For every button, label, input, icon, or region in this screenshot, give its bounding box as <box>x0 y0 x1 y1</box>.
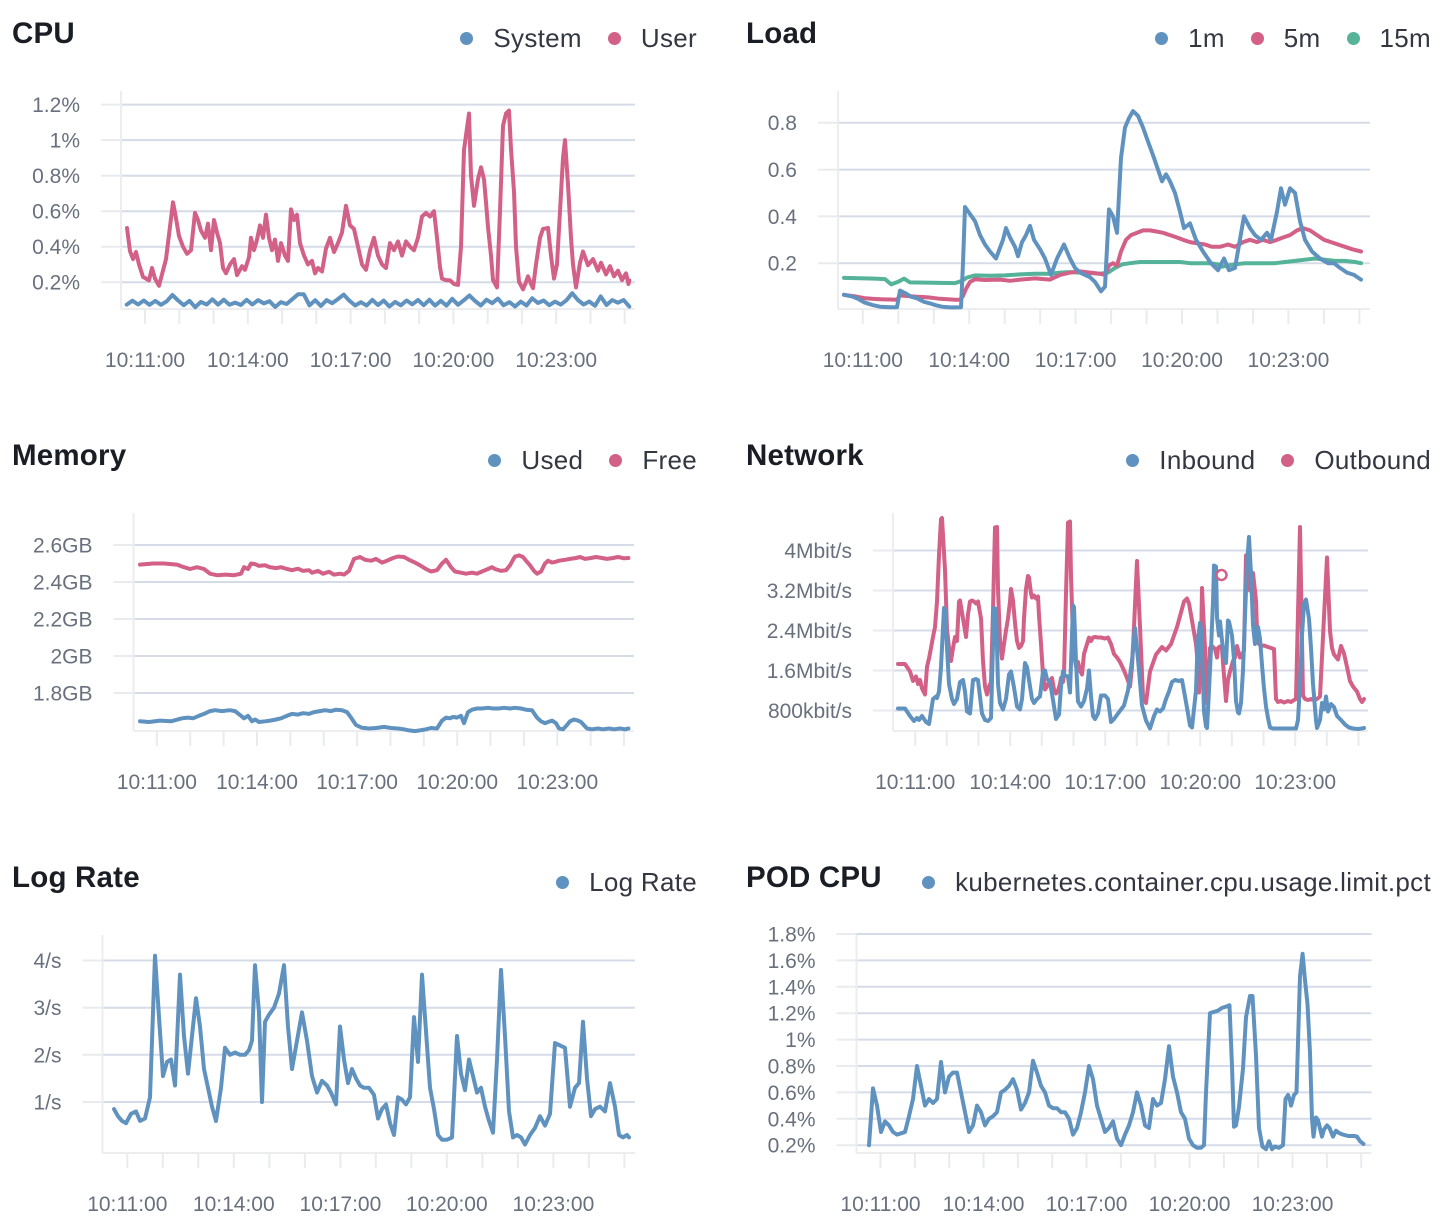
svg-text:0.6%: 0.6% <box>768 1082 816 1105</box>
svg-text:0.4%: 0.4% <box>32 236 80 259</box>
svg-text:0.6: 0.6 <box>768 159 797 182</box>
svg-text:10:17:00: 10:17:00 <box>1035 349 1117 372</box>
svg-text:10:20:00: 10:20:00 <box>1149 1193 1231 1216</box>
svg-text:2.4Mbit/s: 2.4Mbit/s <box>767 620 852 643</box>
svg-text:10:11:00: 10:11:00 <box>105 349 185 372</box>
svg-text:10:17:00: 10:17:00 <box>310 349 392 372</box>
svg-text:1.6%: 1.6% <box>768 950 816 973</box>
svg-text:1%: 1% <box>785 1029 815 1052</box>
svg-text:1.8GB: 1.8GB <box>33 683 93 706</box>
svg-text:2GB: 2GB <box>50 646 92 669</box>
svg-text:10:23:00: 10:23:00 <box>513 1193 595 1216</box>
svg-text:10:11:00: 10:11:00 <box>87 1193 167 1216</box>
svg-text:10:11:00: 10:11:00 <box>875 771 955 794</box>
svg-text:10:17:00: 10:17:00 <box>1046 1193 1128 1216</box>
svg-text:10:20:00: 10:20:00 <box>406 1193 488 1216</box>
svg-text:10:11:00: 10:11:00 <box>840 1193 920 1216</box>
svg-text:800kbit/s: 800kbit/s <box>768 700 852 723</box>
svg-text:10:23:00: 10:23:00 <box>1252 1193 1334 1216</box>
svg-text:10:20:00: 10:20:00 <box>1141 349 1223 372</box>
svg-text:10:11:00: 10:11:00 <box>823 349 903 372</box>
svg-text:10:14:00: 10:14:00 <box>969 771 1051 794</box>
svg-text:10:17:00: 10:17:00 <box>300 1193 382 1216</box>
svg-text:0.8%: 0.8% <box>32 165 80 188</box>
svg-text:1/s: 1/s <box>33 1092 61 1115</box>
svg-text:2.6GB: 2.6GB <box>33 535 93 558</box>
svg-text:4/s: 4/s <box>33 950 61 973</box>
svg-text:1.4%: 1.4% <box>768 976 816 999</box>
svg-text:10:17:00: 10:17:00 <box>316 771 398 794</box>
svg-text:0.2: 0.2 <box>768 253 797 276</box>
svg-text:2/s: 2/s <box>33 1044 61 1067</box>
svg-text:0.4%: 0.4% <box>768 1108 816 1131</box>
svg-text:0.6%: 0.6% <box>32 201 80 224</box>
svg-text:0.2%: 0.2% <box>32 272 80 295</box>
svg-text:10:14:00: 10:14:00 <box>928 349 1010 372</box>
svg-text:10:14:00: 10:14:00 <box>207 349 289 372</box>
svg-text:10:20:00: 10:20:00 <box>416 771 498 794</box>
svg-text:0.4: 0.4 <box>768 206 798 229</box>
svg-text:0.2%: 0.2% <box>768 1135 816 1158</box>
svg-text:0.8%: 0.8% <box>768 1056 816 1079</box>
svg-text:1.8%: 1.8% <box>768 924 816 947</box>
svg-text:1.2%: 1.2% <box>768 1003 816 1026</box>
svg-text:10:23:00: 10:23:00 <box>1254 771 1336 794</box>
svg-text:0.8: 0.8 <box>768 112 797 135</box>
svg-text:10:23:00: 10:23:00 <box>515 349 597 372</box>
svg-text:2.2GB: 2.2GB <box>33 609 93 632</box>
svg-text:10:23:00: 10:23:00 <box>1248 349 1330 372</box>
svg-text:10:20:00: 10:20:00 <box>413 349 495 372</box>
svg-text:10:11:00: 10:11:00 <box>117 771 197 794</box>
svg-text:2.4GB: 2.4GB <box>33 572 93 595</box>
svg-text:1.2%: 1.2% <box>32 94 80 117</box>
svg-text:3.2Mbit/s: 3.2Mbit/s <box>767 580 852 603</box>
svg-text:1.6Mbit/s: 1.6Mbit/s <box>767 660 852 683</box>
svg-text:3/s: 3/s <box>33 997 61 1020</box>
svg-text:4Mbit/s: 4Mbit/s <box>784 540 852 563</box>
svg-text:10:17:00: 10:17:00 <box>1064 771 1146 794</box>
svg-text:10:20:00: 10:20:00 <box>1159 771 1241 794</box>
svg-text:10:14:00: 10:14:00 <box>216 771 298 794</box>
svg-text:10:14:00: 10:14:00 <box>943 1193 1025 1216</box>
svg-text:1%: 1% <box>50 130 80 153</box>
svg-text:10:23:00: 10:23:00 <box>516 771 598 794</box>
svg-text:10:14:00: 10:14:00 <box>193 1193 275 1216</box>
